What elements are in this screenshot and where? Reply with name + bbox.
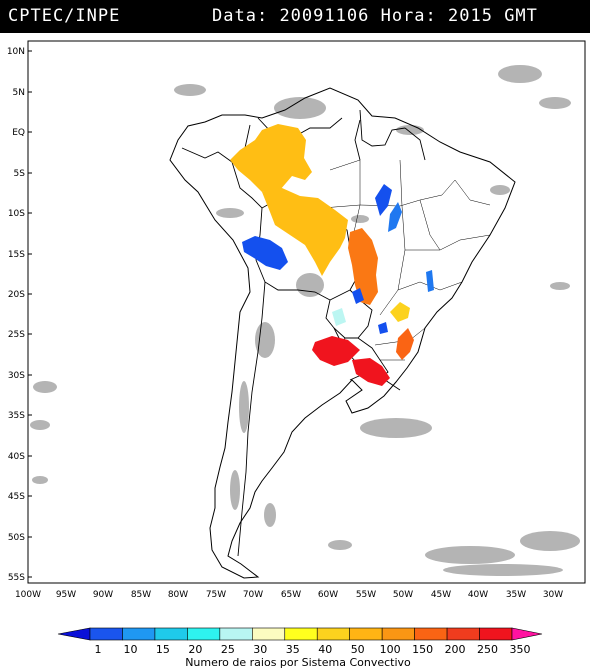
legend-swatch (187, 627, 221, 641)
lat-label: 5S (14, 169, 26, 179)
lat-label: 40S (8, 452, 25, 462)
legend-swatch (252, 627, 286, 641)
lat-label: 5N (13, 88, 25, 98)
lon-label: 65W (281, 590, 301, 600)
lon-label: 30W (543, 590, 563, 600)
lon-label: 70W (243, 590, 263, 600)
legend-tick-label: 10 (123, 643, 137, 656)
legend-tick-label: 350 (510, 643, 531, 656)
lat-label: 15S (8, 250, 25, 260)
cluster-argentina (312, 336, 360, 366)
lon-label: 45W (431, 590, 451, 600)
lat-label: 55S (8, 573, 25, 583)
lon-label: 75W (206, 590, 226, 600)
cluster-rs-blue (378, 322, 388, 334)
time-value: 2015 GMT (448, 6, 538, 26)
lat-label: 30S (8, 371, 25, 381)
legend-swatch (89, 627, 123, 641)
legend-tick-label: 15 (156, 643, 170, 656)
lon-label: 60W (318, 590, 338, 600)
lon-label: 95W (56, 590, 76, 600)
cluster-amazon-north (230, 124, 312, 192)
legend-tick-label: 100 (380, 643, 401, 656)
legend-tick-label: 50 (351, 643, 365, 656)
lon-label: 80W (168, 590, 188, 600)
color-legend: 1 10 15 20 25 30 35 40 50 100 150 200 250 350 Numero … (57, 627, 543, 669)
legend-tick-label: 25 (221, 643, 235, 656)
lon-label: 35W (506, 590, 526, 600)
lon-label: 100W (15, 590, 41, 600)
lightning-clusters (230, 124, 434, 386)
map-frame (27, 40, 586, 584)
cluster-pantanal-cyan (332, 308, 346, 326)
legend-swatch (479, 627, 513, 641)
cluster-mato-grosso (348, 228, 378, 305)
legend-tick-label: 200 (445, 643, 466, 656)
legend-swatch (446, 627, 480, 641)
lat-label: 10S (8, 209, 25, 219)
lon-label: 50W (393, 590, 413, 600)
lat-label: 20S (8, 290, 25, 300)
cloud-cover (30, 65, 580, 576)
date-value: 20091106 (279, 6, 370, 26)
legend-swatch (414, 627, 448, 641)
datetime-stamp: Data: 20091106 Hora: 2015 GMT (212, 0, 538, 33)
lon-label: 85W (131, 590, 151, 600)
latitude-axis: 10N 5N EQ 5S 10S 15S 20S 25S 30S 35S 40S… (7, 47, 32, 583)
lat-label: 45S (8, 492, 25, 502)
legend-title: Numero de raios por Sistema Convectivo (185, 656, 411, 669)
cluster-ba-blue (426, 270, 434, 292)
cluster-goias-blue (375, 184, 392, 216)
cluster-uruguay (352, 358, 390, 386)
legend-swatch (316, 627, 350, 641)
legend-tick-label: 35 (286, 643, 300, 656)
cluster-bolivia (242, 236, 288, 270)
longitude-axis: 100W 95W 90W 85W 80W 75W 70W 65W 60W 55W… (15, 590, 563, 600)
lat-label: EQ (12, 128, 25, 138)
legend-swatch (349, 627, 383, 641)
south-america-coastline (169, 87, 516, 579)
cluster-amazon-central (262, 188, 348, 276)
legend-swatch (381, 627, 415, 641)
cluster-sao-paulo (390, 302, 410, 322)
cluster-parana (396, 328, 414, 360)
legend-tick-label: 1 (95, 643, 102, 656)
lon-label: 40W (468, 590, 488, 600)
lon-label: 90W (93, 590, 113, 600)
legend-tick-labels: 1 10 15 20 25 30 35 40 50 100 150 200 250 350 (95, 643, 531, 656)
lat-label: 50S (8, 533, 25, 543)
lat-label: 35S (8, 411, 25, 421)
legend-color-bar (57, 627, 543, 641)
legend-swatch (219, 627, 253, 641)
legend-swatch (511, 627, 543, 641)
legend-tick-label: 150 (412, 643, 433, 656)
hora-label: Hora: (380, 6, 437, 26)
cluster-mg-blue (352, 288, 364, 304)
legend-swatch (154, 627, 188, 641)
data-label: Data: (212, 6, 269, 26)
lightning-map: 10N 5N EQ 5S 10S 15S 20S 25S 30S 35S 40S… (7, 40, 586, 600)
lon-label: 55W (356, 590, 376, 600)
legend-tick-label: 250 (477, 643, 498, 656)
legend-tick-label: 40 (318, 643, 332, 656)
source-label: CPTEC/INPE (8, 6, 121, 26)
legend-tick-label: 30 (253, 643, 267, 656)
lat-label: 10N (7, 47, 25, 57)
legend-tick-label: 20 (188, 643, 202, 656)
legend-swatch (284, 627, 318, 641)
legend-swatch (122, 627, 156, 641)
map-header: CPTEC/INPE Data: 20091106 Hora: 2015 GMT (0, 0, 590, 33)
cluster-goias-blue-2 (388, 202, 402, 232)
legend-swatch (57, 627, 91, 641)
lat-label: 25S (8, 330, 25, 340)
